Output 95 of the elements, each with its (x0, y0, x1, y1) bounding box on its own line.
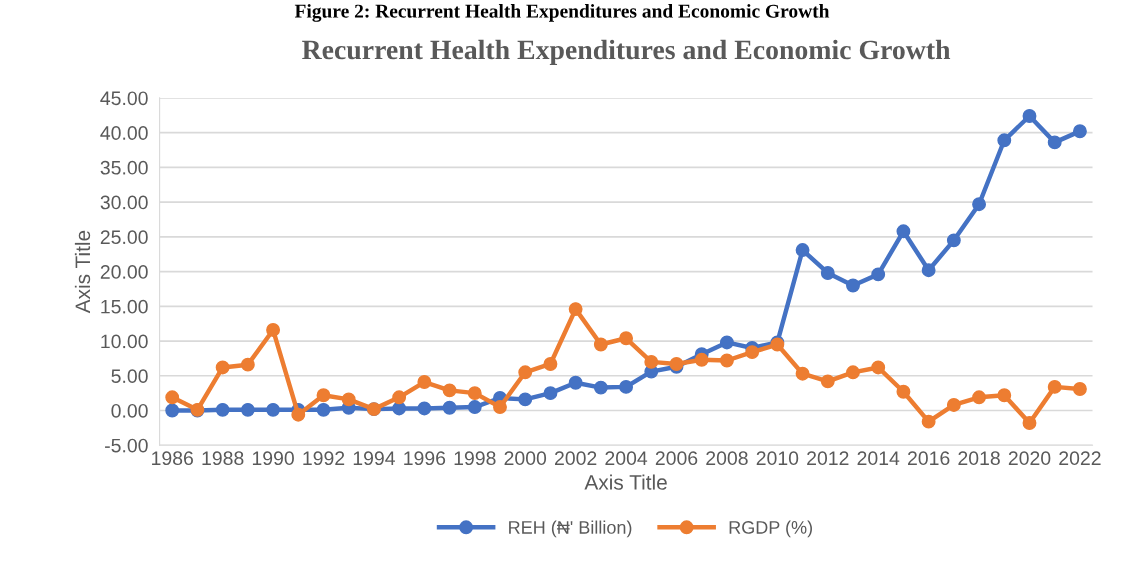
point (266, 402, 281, 417)
x-tick-label: 2014 (857, 451, 900, 466)
x-tick-label: 2022 (1059, 451, 1101, 466)
point (417, 375, 432, 389)
point (543, 357, 558, 371)
point (442, 383, 457, 398)
point (165, 403, 180, 418)
point (820, 374, 835, 389)
point (997, 388, 1012, 403)
point (215, 402, 230, 417)
y-tick-label: 5.00 (111, 369, 148, 384)
point (972, 197, 987, 212)
point (417, 401, 432, 416)
point (442, 400, 457, 415)
point (896, 224, 911, 239)
y-tick-label: 20.00 (100, 265, 148, 279)
point (972, 390, 987, 405)
point (518, 392, 533, 407)
x-tick-label: 2004 (605, 451, 648, 466)
point (694, 352, 709, 367)
point (997, 133, 1012, 148)
point (896, 384, 911, 399)
point (820, 266, 835, 280)
point (392, 390, 407, 405)
x-tick-label: 2020 (1008, 451, 1051, 466)
point (719, 335, 734, 350)
point (795, 243, 810, 257)
point (1072, 382, 1087, 396)
point (745, 345, 760, 360)
point (921, 263, 936, 278)
point (644, 354, 659, 369)
point (568, 375, 583, 390)
x-axis-title: Axis Title (584, 474, 667, 490)
point (316, 402, 331, 417)
point (619, 331, 634, 346)
y-tick-label: 0.00 (111, 403, 148, 418)
x-tick-label: 2010 (756, 451, 799, 466)
x-tick-label: 1988 (202, 451, 244, 466)
point (593, 337, 608, 352)
point (165, 390, 180, 405)
point (266, 322, 281, 337)
chart-title: Recurrent Health Expenditures and Economic Growth (302, 39, 951, 65)
y-tick-label: 30.00 (100, 195, 148, 210)
point (871, 267, 886, 282)
legend-label: RGDP (%) (729, 520, 812, 538)
y-tick-label: 35.00 (100, 160, 148, 175)
x-tick-label: 1998 (454, 451, 496, 466)
point (946, 398, 961, 412)
x-tick-label: 2008 (706, 451, 748, 466)
y-tick-label: 45.00 (100, 91, 148, 106)
y-axis-title: Axis Title (74, 230, 91, 314)
point (240, 357, 255, 372)
point (1047, 379, 1062, 394)
point (946, 233, 961, 248)
x-tick-label: 1994 (353, 451, 395, 466)
point (215, 360, 230, 375)
x-tick-label: 2000 (504, 451, 547, 466)
x-tick-label: 2006 (655, 451, 698, 466)
point (1047, 135, 1062, 150)
x-tick-label: 1986 (152, 451, 193, 466)
caption: Figure 2: Recurrent Health Expenditures and Economic Growth (294, 4, 830, 22)
x-tick-label: 2002 (554, 451, 597, 466)
point (846, 278, 860, 293)
point (467, 400, 482, 414)
y-tick-label: 40.00 (100, 126, 148, 140)
y-tick-label: 15.00 (101, 299, 148, 314)
y-tick-label: 10.00 (101, 334, 148, 349)
x-tick-label: 1992 (303, 451, 345, 466)
point (316, 388, 331, 403)
point (291, 407, 306, 422)
point (871, 360, 886, 375)
point (568, 302, 583, 317)
x-tick-label: 1996 (404, 451, 446, 466)
point (619, 379, 634, 394)
point (593, 380, 608, 395)
point (921, 414, 936, 429)
point (341, 392, 356, 407)
legend-label: REH (₦' Billion) (509, 520, 632, 538)
point (1022, 416, 1037, 430)
point (467, 386, 482, 401)
point (719, 353, 734, 368)
point (240, 402, 255, 417)
x-tick-label: 2012 (807, 451, 849, 466)
point (518, 365, 533, 380)
point (846, 365, 860, 380)
point (795, 366, 810, 381)
point (493, 400, 507, 414)
y-tick-label: 25.00 (100, 230, 148, 245)
y-tick-label: -5.00 (105, 438, 148, 453)
x-tick-label: 2016 (907, 451, 950, 466)
x-tick-label: 2018 (958, 451, 1000, 466)
x-tick-label: 1990 (252, 451, 294, 466)
point (543, 386, 558, 401)
point (1022, 109, 1037, 123)
point (1072, 124, 1087, 139)
